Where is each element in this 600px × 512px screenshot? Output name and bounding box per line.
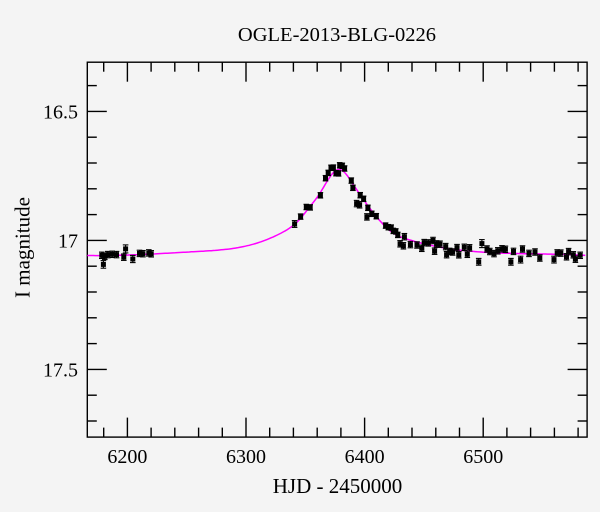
svg-text:I magnitude: I magnitude (11, 197, 35, 298)
svg-text:HJD - 2450000: HJD - 2450000 (273, 474, 403, 498)
svg-text:16.5: 16.5 (43, 102, 78, 124)
svg-text:6300: 6300 (226, 446, 266, 468)
svg-text:17.5: 17.5 (43, 360, 78, 382)
svg-text:OGLE-2013-BLG-0226: OGLE-2013-BLG-0226 (238, 24, 436, 46)
svg-text:6500: 6500 (463, 446, 503, 468)
svg-text:17: 17 (58, 231, 78, 253)
svg-text:6400: 6400 (345, 446, 385, 468)
svg-text:6200: 6200 (107, 446, 147, 468)
